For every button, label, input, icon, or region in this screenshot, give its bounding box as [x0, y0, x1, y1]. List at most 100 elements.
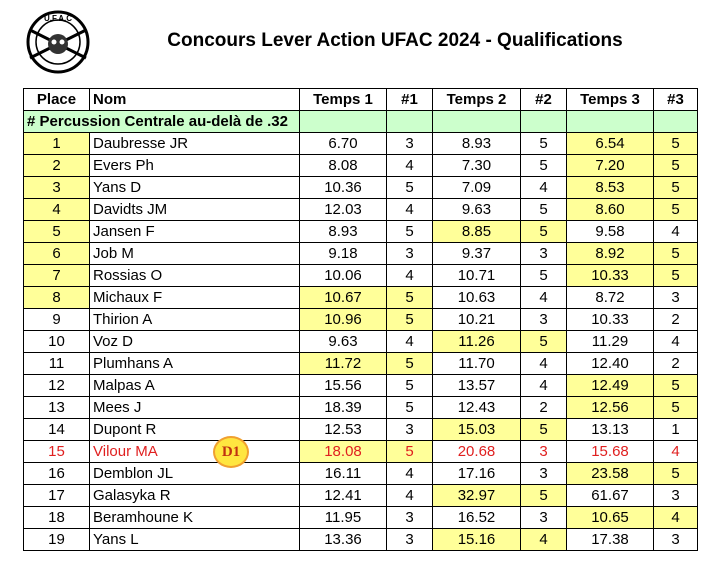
cell: 15.68 [566, 440, 654, 463]
section-cell [386, 110, 433, 133]
cell: 10.36 [299, 176, 387, 199]
cell: 5 [520, 154, 567, 177]
name-cell: Beramhoune K [89, 506, 300, 529]
cell: 1 [23, 132, 90, 155]
name-cell: Voz D [89, 330, 300, 353]
cell: 19 [23, 528, 90, 551]
cell: 18 [23, 506, 90, 529]
header-cell: Temps 2 [432, 88, 521, 111]
cell: 12.49 [566, 374, 654, 397]
cell: 10.67 [299, 286, 387, 309]
name-cell: Jansen F [89, 220, 300, 243]
cell: 5 [653, 374, 698, 397]
cell: 5 [653, 132, 698, 155]
header-cell: Nom [89, 88, 300, 111]
cell: 5 [386, 396, 433, 419]
cell: 8.08 [299, 154, 387, 177]
name-cell: Dupont R [89, 418, 300, 441]
data-row: 17 Galasyka R 12.41 4 32.97 5 61.67 3 [23, 484, 698, 507]
cell: 23.58 [566, 462, 654, 485]
data-row: 12 Malpas A 15.56 5 13.57 4 12.49 5 [23, 374, 698, 397]
header-cell: #2 [520, 88, 567, 111]
cell: 10.33 [566, 264, 654, 287]
cell: 12.53 [299, 418, 387, 441]
cell: 18.39 [299, 396, 387, 419]
logo-text: U.F.A.C [44, 14, 72, 23]
cell: 5 [653, 462, 698, 485]
cell: 5 [520, 132, 567, 155]
cell: 3 [520, 506, 567, 529]
cell: 12.56 [566, 396, 654, 419]
cell: 11.70 [432, 352, 521, 375]
cell: 11.29 [566, 330, 654, 353]
cell: 11.26 [432, 330, 521, 353]
cell: 61.67 [566, 484, 654, 507]
cell: 13.13 [566, 418, 654, 441]
cell: 15.03 [432, 418, 521, 441]
data-row: 15 Vilour MA 18.08 5 20.68 3 15.68 4 [23, 440, 698, 463]
cell: 2 [23, 154, 90, 177]
cell: 3 [386, 242, 433, 265]
cell: 5 [520, 198, 567, 221]
cell: 17.38 [566, 528, 654, 551]
name-cell: Mees J [89, 396, 300, 419]
cell: 6.70 [299, 132, 387, 155]
cell: 8.93 [299, 220, 387, 243]
name-cell: Rossias O [89, 264, 300, 287]
cell: 9.63 [432, 198, 521, 221]
data-row: 11 Plumhans A 11.72 5 11.70 4 12.40 2 [23, 352, 698, 375]
data-row: 4 Davidts JM 12.03 4 9.63 5 8.60 5 [23, 198, 698, 221]
cell: 5 [653, 396, 698, 419]
cell: 3 [386, 528, 433, 551]
name-cell: Demblon JL [89, 462, 300, 485]
data-row: 2 Evers Ph 8.08 4 7.30 5 7.20 5 [23, 154, 698, 177]
cell: 8.85 [432, 220, 521, 243]
cell: 11.95 [299, 506, 387, 529]
cell: 12.03 [299, 198, 387, 221]
cell: 4 [386, 484, 433, 507]
data-row: 5 Jansen F 8.93 5 8.85 5 9.58 4 [23, 220, 698, 243]
cell: 7.20 [566, 154, 654, 177]
cell: 5 [520, 418, 567, 441]
cell: 5 [386, 286, 433, 309]
name-cell: Vilour MA [89, 440, 300, 463]
cell: 4 [520, 374, 567, 397]
cell: 13 [23, 396, 90, 419]
cell: 5 [520, 330, 567, 353]
cell: 4 [520, 352, 567, 375]
cell: 5 [653, 264, 698, 287]
cell: 5 [386, 308, 433, 331]
cell: 13.57 [432, 374, 521, 397]
cell: 15.16 [432, 528, 521, 551]
cell: 18.08 [299, 440, 387, 463]
section-cell [566, 110, 654, 133]
cell: 5 [520, 264, 567, 287]
data-row: 18 Beramhoune K 11.95 3 16.52 3 10.65 4 [23, 506, 698, 529]
data-row: 3 Yans D 10.36 5 7.09 4 8.53 5 [23, 176, 698, 199]
cell: 6 [23, 242, 90, 265]
cell: 16.11 [299, 462, 387, 485]
cell: 3 [386, 132, 433, 155]
cell: 17.16 [432, 462, 521, 485]
cell: 2 [520, 396, 567, 419]
name-cell: Evers Ph [89, 154, 300, 177]
cell: 5 [653, 242, 698, 265]
data-row: 19 Yans L 13.36 3 15.16 4 17.38 3 [23, 528, 698, 551]
cell: 4 [23, 198, 90, 221]
cell: 5 [23, 220, 90, 243]
section-cell [520, 110, 567, 133]
cell: 12 [23, 374, 90, 397]
badge: D1 [213, 436, 249, 468]
cell: 12.41 [299, 484, 387, 507]
cell: 4 [520, 176, 567, 199]
cell: 3 [653, 286, 698, 309]
cell: 3 [520, 440, 567, 463]
data-row: 8 Michaux F 10.67 5 10.63 4 8.72 3 [23, 286, 698, 309]
header-cell: #1 [386, 88, 433, 111]
cell: 4 [386, 154, 433, 177]
cell: 10.96 [299, 308, 387, 331]
cell: 4 [386, 462, 433, 485]
cell: 4 [386, 330, 433, 353]
results-table: Place Nom Temps 1 #1 Temps 2 #2 Temps 3 #3 # Per… [23, 88, 698, 551]
